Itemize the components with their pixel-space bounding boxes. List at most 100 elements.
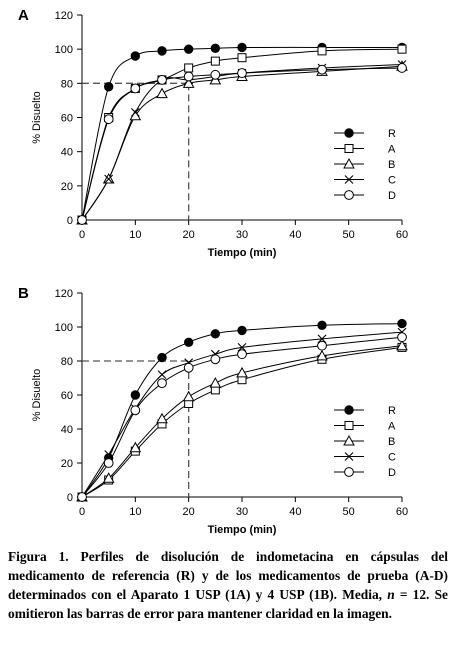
point-b-d-10 bbox=[130, 405, 141, 416]
point-b-r-25 bbox=[210, 329, 221, 339]
chart-b-svg: B 0 20 40 60 80 100 120 0 10 20 30 40 50 60 Tiempo (min… bbox=[18, 285, 408, 536]
point-b-c-30 bbox=[237, 343, 247, 352]
y-tick-label-b-60: 60 bbox=[61, 390, 73, 402]
x-tick-label-b-30: 30 bbox=[236, 506, 248, 518]
legend-marker-b-c bbox=[344, 452, 354, 461]
point-b-r-30 bbox=[237, 325, 247, 336]
y-tick-label-a-80: 80 bbox=[61, 78, 73, 90]
point-b-c-15 bbox=[157, 370, 167, 379]
y-tick-label-b-40: 40 bbox=[61, 424, 73, 436]
caption-text-1: Figura 1. Perfiles de disolución de indo… bbox=[8, 549, 448, 602]
point-a-a-60 bbox=[397, 44, 407, 54]
point-b-b-15 bbox=[156, 412, 168, 424]
y-tick-label-a-40: 40 bbox=[61, 147, 73, 159]
point-b-d-45 bbox=[317, 340, 327, 351]
point-a-r-25 bbox=[210, 43, 221, 54]
y-axis-label-b: % Disuelto bbox=[31, 369, 43, 422]
point-b-b-45 bbox=[316, 349, 328, 361]
point-b-b-5 bbox=[102, 472, 115, 483]
legend-marker-a-a bbox=[344, 144, 354, 153]
legend-marker-a-b bbox=[343, 157, 355, 169]
point-b-d-5 bbox=[103, 458, 114, 468]
panel-label-a: A bbox=[18, 7, 29, 24]
point-a-d-30 bbox=[237, 68, 247, 78]
legend-label-b-b: B bbox=[388, 436, 395, 448]
legend-label-b-c: C bbox=[388, 452, 396, 464]
series-line-a-d bbox=[81, 67, 403, 221]
y-tick-label-b-100: 100 bbox=[55, 322, 73, 334]
x-tick-label-a-50: 50 bbox=[343, 229, 355, 241]
point-b-r-15 bbox=[157, 352, 167, 363]
legend-marker-a-r bbox=[344, 128, 354, 138]
point-a-d-0 bbox=[77, 215, 87, 225]
y-tick-label-a-60: 60 bbox=[61, 113, 73, 125]
point-a-r-10 bbox=[130, 51, 141, 61]
point-b-d-25 bbox=[210, 354, 221, 365]
point-b-d-15 bbox=[157, 378, 167, 388]
x-tick-label-a-10: 10 bbox=[129, 229, 141, 241]
y-tick-label-b-120: 120 bbox=[55, 288, 73, 300]
x-tick-label-b-50: 50 bbox=[343, 506, 355, 518]
chart-panel-a: A 0 20 40 60 80 100 120 0 10 20 30 40 50 60 Tiempo (min… bbox=[0, 0, 455, 275]
x-tick-label-a-20: 20 bbox=[183, 229, 195, 241]
chart-a-svg: A 0 20 40 60 80 100 120 0 10 20 30 40 50 60 Tiempo (min… bbox=[18, 7, 408, 259]
legend-label-b-r: R bbox=[388, 405, 396, 417]
point-a-r-20 bbox=[183, 44, 194, 54]
legend-label-a-b: B bbox=[388, 159, 395, 171]
legend-marker-b-r bbox=[344, 405, 354, 415]
y-tick-label-a-100: 100 bbox=[55, 44, 73, 56]
point-b-r-60 bbox=[397, 318, 407, 329]
x-tick-label-a-40: 40 bbox=[289, 229, 301, 241]
x-tick-label-b-0: 0 bbox=[79, 506, 85, 518]
y-tick-label-b-20: 20 bbox=[61, 458, 73, 470]
y-tick-label-a-120: 120 bbox=[55, 10, 73, 22]
y-tick-label-b-0: 0 bbox=[67, 492, 73, 504]
point-a-d-5 bbox=[103, 114, 114, 125]
y-tick-label-a-0: 0 bbox=[67, 215, 73, 227]
point-a-a-25 bbox=[210, 56, 220, 66]
x-axis-label-b: Tiempo (min) bbox=[208, 524, 277, 536]
panel-label-b: B bbox=[18, 285, 29, 302]
figure-caption: Figura 1. Perfiles de disolución de indo… bbox=[8, 547, 448, 623]
point-a-r-5 bbox=[103, 82, 114, 92]
point-a-r-30 bbox=[237, 42, 247, 53]
point-a-d-20 bbox=[183, 71, 194, 82]
point-a-d-10 bbox=[130, 83, 141, 94]
x-tick-label-a-30: 30 bbox=[236, 229, 248, 241]
x-tick-label-b-60: 60 bbox=[396, 506, 408, 518]
legend-label-a-c: C bbox=[388, 175, 396, 187]
point-a-a-30 bbox=[237, 53, 247, 63]
point-a-a-20 bbox=[184, 63, 194, 73]
x-tick-label-b-20: 20 bbox=[183, 506, 195, 518]
legend-marker-b-a bbox=[344, 421, 354, 430]
point-b-b-10 bbox=[129, 441, 142, 453]
y-axis-label-a: % Disuelto bbox=[31, 91, 43, 144]
point-a-d-15 bbox=[157, 75, 167, 85]
chart-panel-b: B 0 20 40 60 80 100 120 0 10 20 30 40 50 60 Tiempo (min… bbox=[0, 278, 455, 540]
legend-marker-b-b bbox=[343, 434, 355, 446]
y-tick-label-a-20: 20 bbox=[61, 181, 73, 193]
x-tick-label-a-0: 0 bbox=[79, 229, 85, 241]
x-tick-label-b-40: 40 bbox=[289, 506, 301, 518]
caption-text-2: = 12. Se omitieron las barras de error p… bbox=[8, 587, 448, 621]
legend-label-b-d: D bbox=[388, 467, 396, 479]
point-a-d-60 bbox=[397, 63, 407, 73]
point-b-d-60 bbox=[397, 332, 407, 343]
point-b-b-20 bbox=[182, 390, 195, 402]
point-a-b-15 bbox=[156, 87, 168, 99]
legend-marker-a-d bbox=[344, 190, 354, 200]
point-a-d-45 bbox=[317, 64, 327, 75]
point-b-b-60 bbox=[396, 339, 408, 351]
point-b-b-25 bbox=[209, 377, 222, 388]
legend-label-a-a: A bbox=[388, 144, 396, 156]
caption-n-symbol: n bbox=[387, 587, 395, 602]
point-b-d-30 bbox=[237, 349, 247, 360]
legend-marker-a-c bbox=[344, 175, 354, 184]
x-axis-label-a: Tiempo (min) bbox=[208, 247, 277, 259]
series-line-a-c bbox=[81, 64, 403, 221]
point-b-r-10 bbox=[130, 390, 141, 400]
legend-label-a-r: R bbox=[388, 128, 396, 140]
legend-label-a-d: D bbox=[388, 190, 396, 202]
x-tick-label-b-10: 10 bbox=[129, 506, 141, 518]
point-b-d-0 bbox=[77, 492, 87, 502]
